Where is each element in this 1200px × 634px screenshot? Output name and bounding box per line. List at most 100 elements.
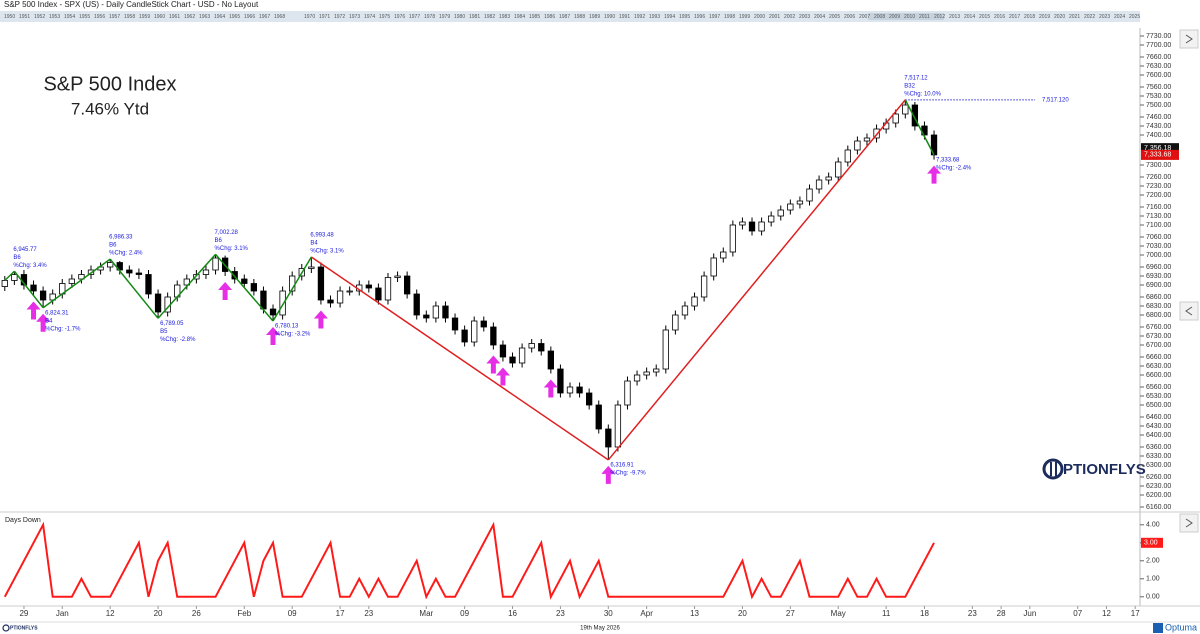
timeline-year: 2020: [1054, 14, 1065, 20]
price-flag: [1141, 143, 1179, 154]
scroll-right-button[interactable]: [1179, 29, 1199, 49]
timeline-year: 1979: [439, 14, 450, 20]
y-tick-label: 7700.00: [1146, 42, 1171, 49]
logo-icon: [2, 624, 10, 632]
x-tick-label: Apr: [640, 609, 653, 618]
y-tick-label: 7660.00: [1146, 54, 1171, 61]
x-tick-label: 20: [154, 609, 163, 618]
x-tick-label: 28: [997, 609, 1006, 618]
timeline-year: 1986: [544, 14, 555, 20]
footer-logo: PTIONFLYS: [10, 625, 38, 631]
x-tick-label: 30: [604, 609, 613, 618]
timeline-year: 1980: [454, 14, 465, 20]
pivot-annotation: 6,789.05: [160, 321, 184, 327]
candle-body: [403, 275, 411, 295]
y-tick-label: 7160.00: [1146, 204, 1171, 211]
timeline-year: 2011: [919, 14, 930, 20]
candle-body: [547, 350, 554, 370]
pivot-annotation: %Chg: 3.1%: [310, 249, 344, 255]
signal-arrow: [486, 355, 501, 374]
pivot-annotation: 6,993.48: [310, 233, 334, 239]
collapse-button[interactable]: [1179, 301, 1199, 321]
pivot-annotation: %Chg: 3.4%: [13, 263, 47, 269]
timeline-year: 2008: [874, 14, 885, 20]
candle-body: [250, 283, 258, 292]
candle-body: [796, 200, 804, 205]
timeline-year: 1972: [334, 14, 345, 20]
signal-arrow: [266, 326, 281, 345]
signal-arrow: [543, 379, 558, 398]
x-tick-label: 20: [738, 609, 747, 618]
x-tick-label: 23: [364, 609, 373, 618]
timeline-year: 2017: [1009, 14, 1020, 20]
pivot-annotation: 6,945.77: [13, 247, 37, 253]
candle-body: [461, 329, 468, 343]
y-tick-label: 6430.00: [1146, 423, 1171, 430]
candle-body: [873, 128, 880, 139]
pivot-annotation: %Chg: -2.4%: [936, 165, 972, 171]
candle-body: [1, 280, 8, 287]
timeline-year: 1981: [469, 14, 480, 20]
pivot-annotation: %Chg: 3.1%: [215, 246, 249, 252]
timeline-window: [868, 13, 944, 20]
candle-body: [375, 287, 382, 301]
timeline-year: 1998: [724, 14, 735, 20]
signal-arrow: [36, 313, 51, 332]
candle-body: [729, 224, 737, 253]
timeline-year: 1964: [214, 14, 225, 20]
y-tick-label: 6400.00: [1146, 432, 1171, 439]
timeline-year: 1960: [154, 14, 165, 20]
x-tick-label: 09: [460, 609, 469, 618]
timeline-year: 2009: [889, 14, 900, 20]
timeline-year: 1987: [559, 14, 570, 20]
timeline-year: 2001: [769, 14, 780, 20]
y-tick-label: 6300.00: [1146, 462, 1171, 469]
candle-body: [672, 314, 679, 331]
candle-body: [566, 386, 574, 394]
y-tick-label: 6460.00: [1146, 414, 1171, 421]
timeline-year: 1971: [319, 14, 330, 20]
y-tick-label: 6330.00: [1146, 453, 1171, 460]
timeline-year: 2014: [964, 14, 975, 20]
timeline-year: 1951: [19, 14, 30, 20]
candle-body: [317, 266, 325, 301]
timeline-year: 1993: [649, 14, 660, 20]
candle-body: [471, 320, 478, 343]
candle-body: [528, 343, 535, 349]
y-tick-label: 6630.00: [1146, 363, 1171, 370]
timeline-year: 2004: [814, 14, 825, 20]
candle-body: [154, 293, 162, 313]
pivot-annotation: B6: [109, 243, 117, 249]
watermark-text: PTIONFLYS: [1063, 461, 1146, 478]
zigzag-segment: [214, 253, 274, 322]
candle-body: [892, 113, 899, 124]
x-tick-label: 13: [690, 609, 699, 618]
candle-body: [662, 329, 669, 370]
timeline-year: 1997: [709, 14, 720, 20]
candle-body: [336, 290, 344, 304]
timeline-year: 1982: [484, 14, 495, 20]
candle-body: [68, 278, 75, 284]
timeline-year: 1963: [199, 14, 210, 20]
timeline-year: 1984: [514, 14, 525, 20]
candle-body: [269, 308, 277, 316]
panel-button[interactable]: [1179, 513, 1199, 533]
x-tick-label: Jun: [1023, 609, 1036, 618]
candle-body: [499, 344, 507, 358]
timeline-year: 2005: [829, 14, 840, 20]
pivot-annotation: 6,780.13: [275, 324, 299, 330]
candle-body: [442, 305, 449, 319]
candle-body: [518, 347, 526, 364]
zigzag-segment: [607, 99, 906, 461]
x-tick-label: 12: [106, 609, 115, 618]
y-tick-label: 6560.00: [1146, 384, 1171, 391]
timeline-year: 1954: [64, 14, 75, 20]
y-tick-label: 6160.00: [1146, 504, 1171, 511]
y-tick-label: 7060.00: [1146, 234, 1171, 241]
pivot-annotation: B32: [904, 83, 915, 89]
signal-arrow: [927, 165, 942, 184]
signal-arrow: [26, 301, 41, 320]
y-tick-label: 7400.00: [1146, 132, 1171, 139]
candle-body: [260, 290, 267, 310]
timeline-year: 1985: [529, 14, 540, 20]
